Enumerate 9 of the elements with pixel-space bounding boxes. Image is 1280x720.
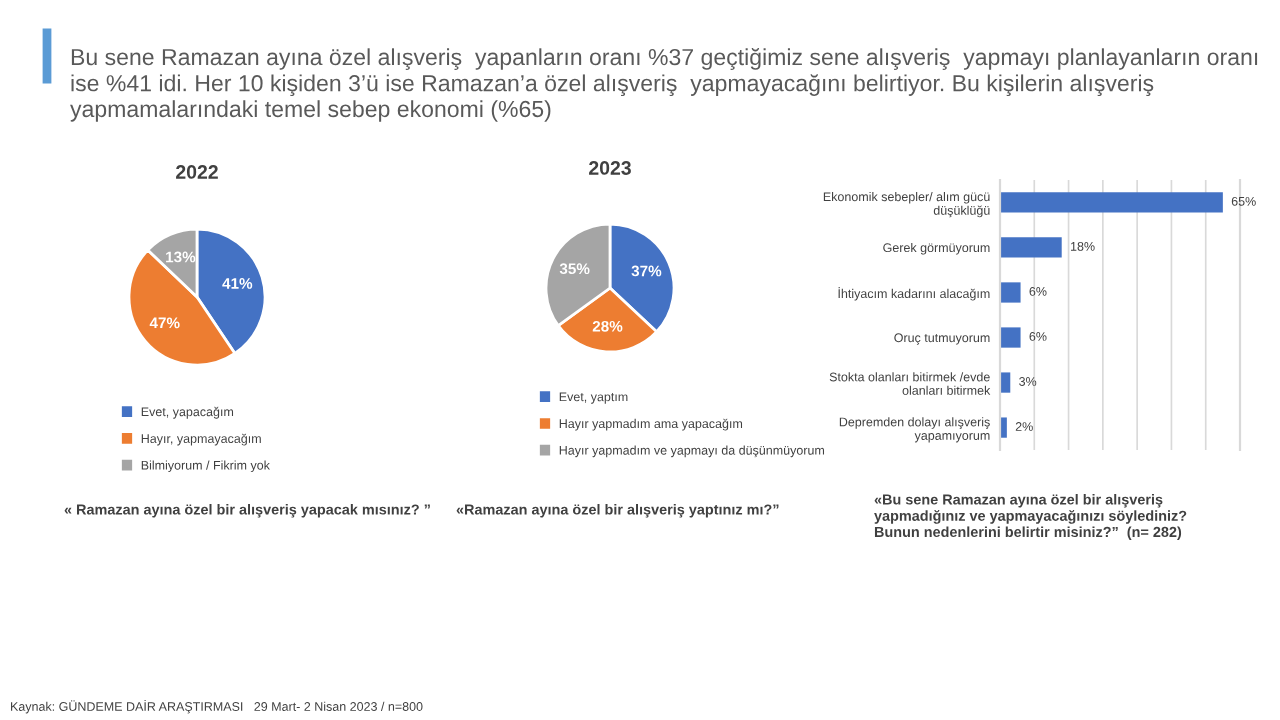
chart-title: 2022 — [176, 165, 218, 179]
bar — [1000, 327, 1021, 348]
bar — [1000, 372, 1011, 393]
bar — [1000, 282, 1021, 303]
text: Bu sene Ramazan ayına özel alışveriş yapanların oranı %37 geçtiğimiz sene alışveriş yapmayı planlayanların oranı ise %41 idi. Her 10 kişiden 3’ü ise Ramazan’a özel alışveriş yapmayacağını belirtiyor. Bu kişilerin alışveriş yapmamalarındaki temel sebep ekonomi (%65) — [70, 48, 1258, 122]
bar — [1000, 237, 1062, 258]
chart-title: 2023 — [589, 161, 631, 175]
bar — [1000, 192, 1223, 213]
bar — [1000, 417, 1007, 438]
